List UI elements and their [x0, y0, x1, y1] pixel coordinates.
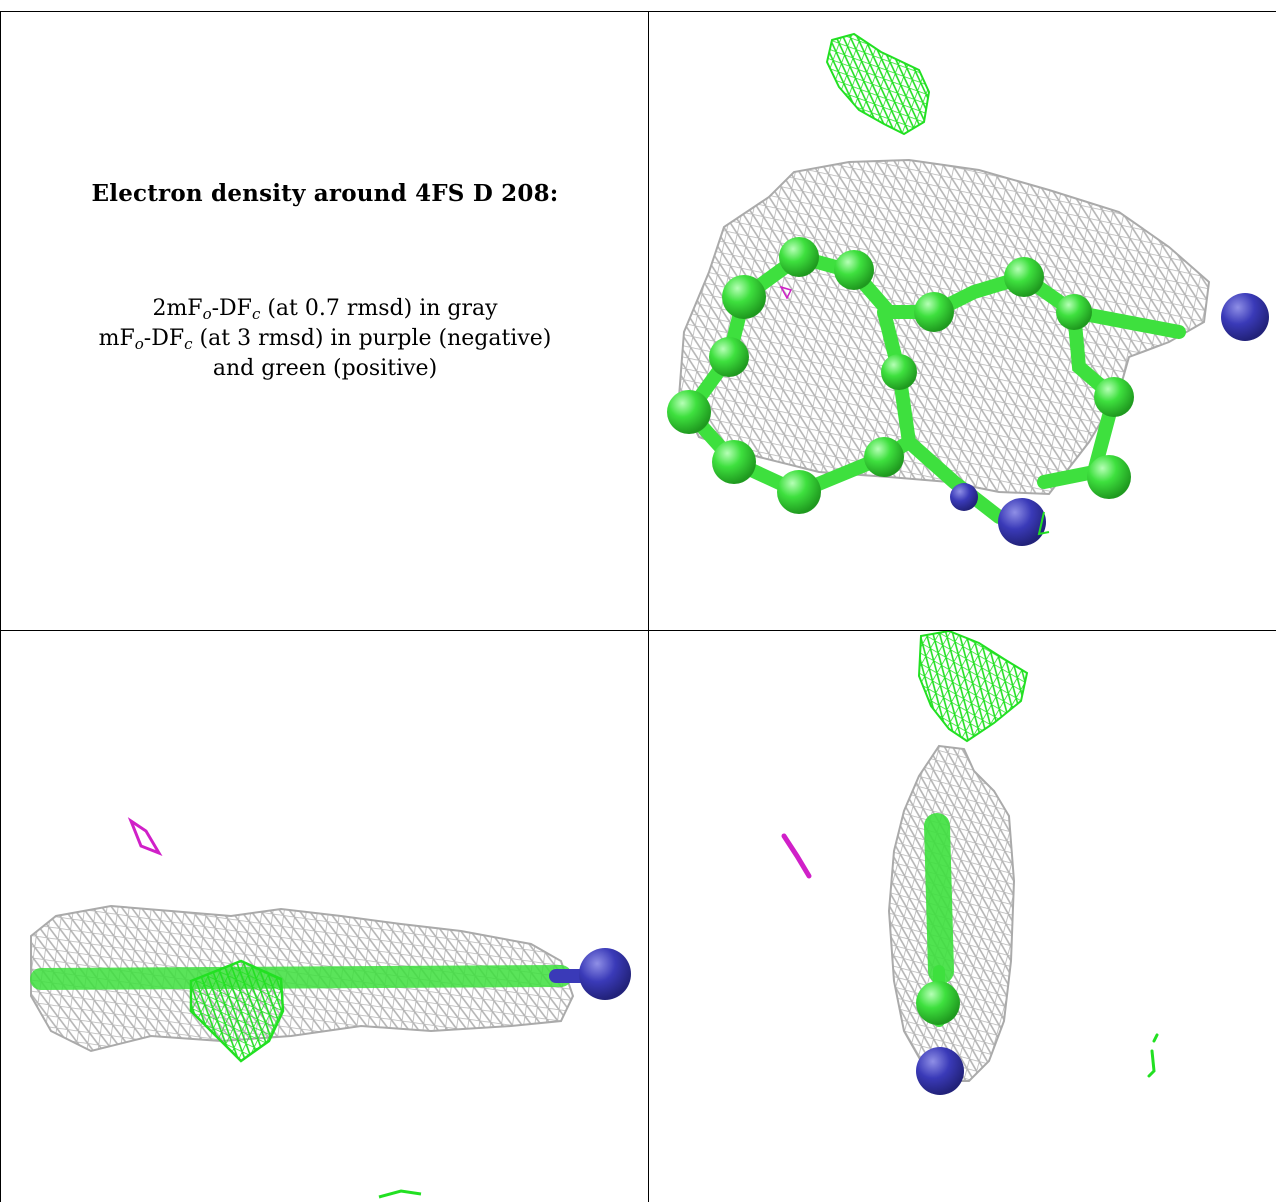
- molecule-bonds: [30, 965, 572, 990]
- green-density-positive: [189, 959, 285, 1063]
- purple-density-negative: [127, 817, 163, 856]
- caption-title: Electron density around 4FS D 208:: [91, 180, 559, 207]
- green-density-stray: [1037, 511, 1050, 536]
- table-divider-horizontal: [0, 630, 1276, 631]
- green-density-stray: [1147, 1033, 1159, 1078]
- caption-line-2fo: 2mFo-DFc (at 0.7 rmsd) in gray: [152, 296, 498, 323]
- density-mesh-edge-view: [781, 631, 1159, 1095]
- carbon-atom: [916, 981, 960, 1025]
- caption-line-fo: mFo-DFc (at 3 rmsd) in purple (negative): [98, 326, 552, 353]
- caption-description: 2mFo-DFc (at 0.7 rmsd) in gray mFo-DFc (…: [1, 294, 648, 384]
- caption-line-colors: and green (positive): [212, 356, 438, 381]
- purple-density-small: [779, 285, 793, 300]
- nitrogen-atoms: [950, 293, 1269, 546]
- caption-cell: Electron density around 4FS D 208: 2mFo-…: [1, 12, 648, 630]
- nitrogen-atom: [579, 948, 631, 1000]
- table-border-left: [0, 11, 1, 1202]
- caption: Electron density around 4FS D 208: 2mFo-…: [1, 12, 648, 630]
- green-density-top: [825, 32, 931, 136]
- green-density-stray: [378, 1189, 422, 1199]
- panel-bottom-right: [649, 631, 1276, 1202]
- table-divider-vertical: [648, 11, 649, 1202]
- nitrogen-atom: [916, 1047, 964, 1095]
- purple-density-negative: [781, 833, 812, 879]
- density-mesh-face-view: [667, 32, 1269, 546]
- table-border-top: [0, 11, 1276, 12]
- green-density-top: [917, 631, 1029, 743]
- panel-top-right: [649, 12, 1276, 630]
- carbon-atoms: [667, 237, 1134, 514]
- density-mesh-side-view: [30, 817, 631, 1199]
- panel-bottom-left: [1, 631, 648, 1202]
- molecule-bonds: [924, 813, 954, 984]
